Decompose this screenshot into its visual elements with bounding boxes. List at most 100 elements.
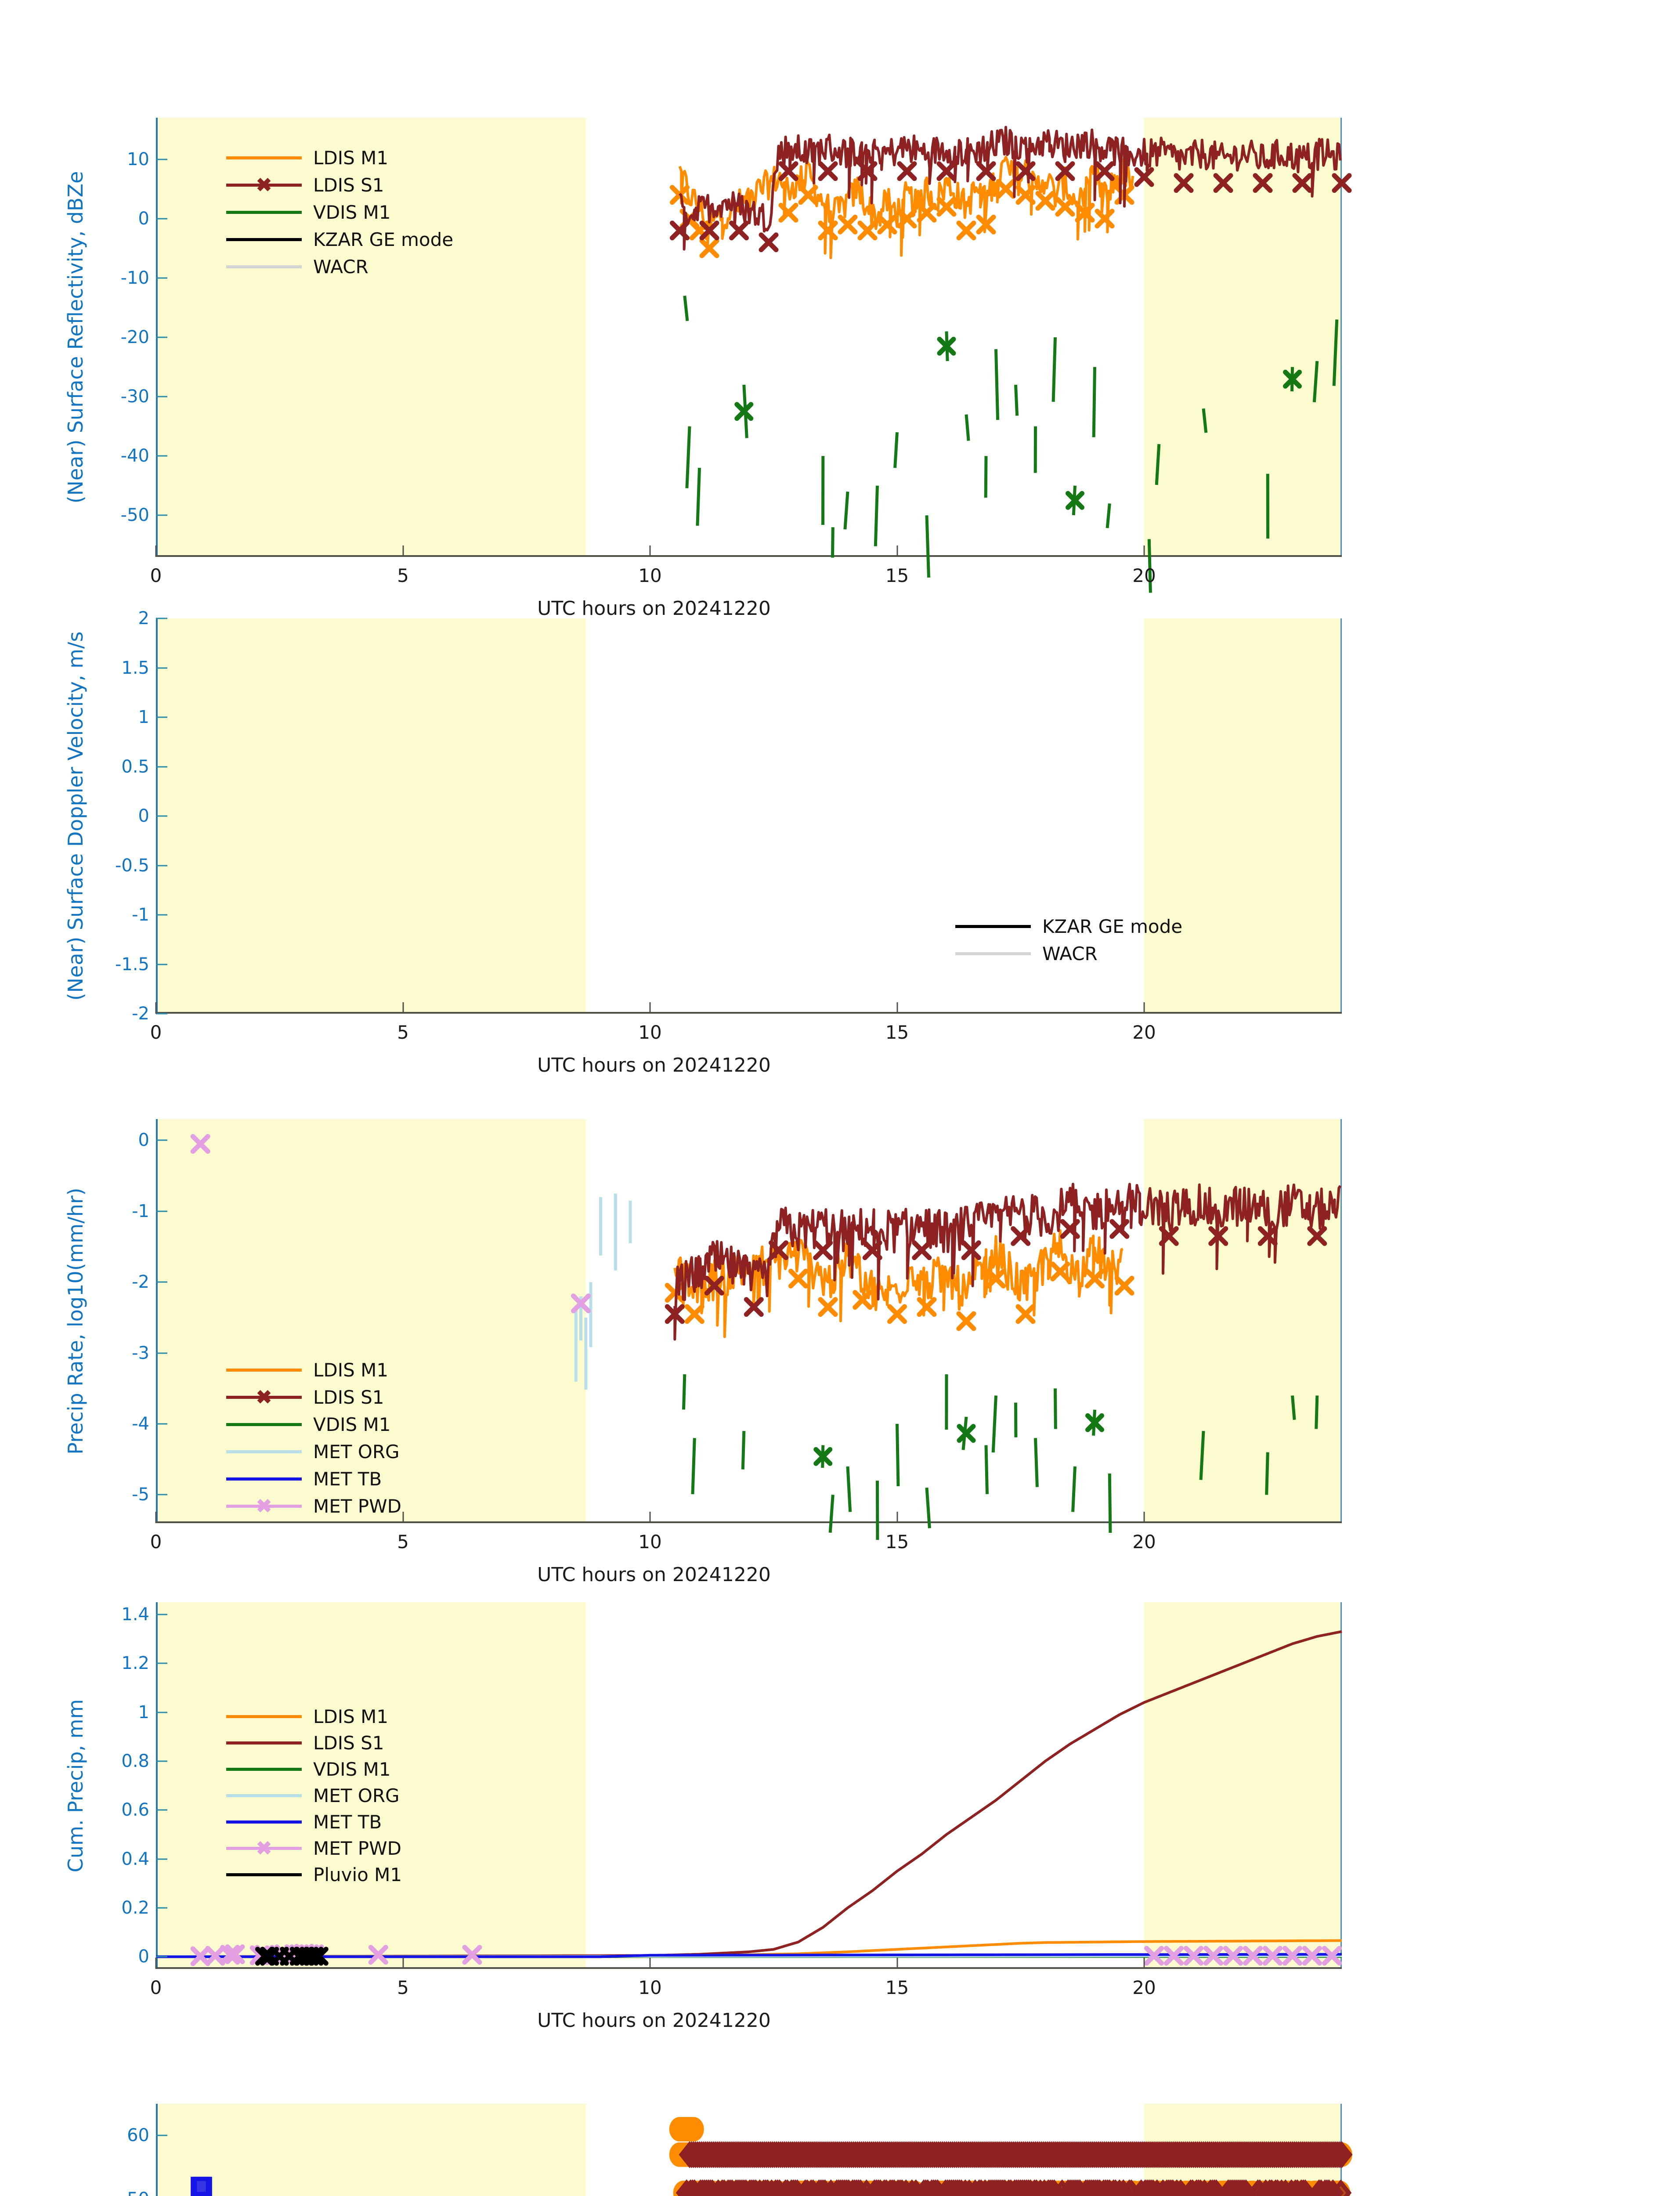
legend-item[interactable]: LDIS M1 — [226, 144, 453, 171]
y-tick-label: -4 — [132, 1414, 149, 1434]
x-tick-label: 20 — [1132, 565, 1156, 586]
y-tick-label: 1.4 — [121, 1604, 149, 1625]
axis-bottom-line — [156, 555, 1342, 557]
legend-item[interactable]: ✖ MET PWD — [226, 1835, 402, 1861]
y-tick-label: -20 — [120, 327, 149, 347]
axis-left-line — [156, 1119, 158, 1523]
x-tick-mark — [402, 1958, 404, 1969]
legend-label: MET TB — [313, 1811, 382, 1833]
x-tick-mark — [155, 545, 157, 557]
y-tick-label: 60 — [127, 2125, 149, 2146]
legend-precip-rate: LDIS M1 ✖ LDIS S1 VDIS M1 MET ORG MET TB ✖ MET … — [226, 1356, 401, 1520]
legend-item[interactable]: MET ORG — [226, 1782, 402, 1809]
y-tick-mark — [156, 336, 167, 338]
axis-left-line — [156, 2104, 158, 2196]
y-axis-label: (Near) Surface Doppler Velocity, m/s — [64, 631, 87, 1001]
y-tick-label: -10 — [120, 267, 149, 288]
y-tick-label: -1 — [132, 905, 149, 925]
legend-item[interactable]: KZAR GE mode — [226, 226, 453, 253]
x-tick-label: 5 — [397, 1977, 409, 1998]
legend-label: LDIS M1 — [313, 1359, 389, 1381]
x-tick-mark — [649, 1002, 651, 1014]
legend-label: MET ORG — [313, 1784, 400, 1806]
legend-line-swatch — [226, 1767, 302, 1771]
x-tick-mark — [649, 545, 651, 557]
legend-item[interactable]: WACR — [226, 253, 453, 280]
y-tick-label: 1.5 — [121, 657, 149, 678]
panel-reflectivity — [155, 118, 1352, 593]
legend-item[interactable]: VDIS M1 — [226, 1411, 401, 1438]
y-tick-mark — [156, 1760, 167, 1762]
y-tick-mark — [156, 1712, 167, 1713]
legend-item[interactable]: VDIS M1 — [226, 199, 453, 226]
legend-line-swatch — [226, 1794, 302, 1797]
x-tick-label: 5 — [397, 565, 409, 586]
y-tick-mark — [156, 514, 167, 516]
legend-item[interactable]: MET TB — [226, 1809, 402, 1835]
legend-item[interactable]: ✖ LDIS S1 — [226, 1383, 401, 1411]
legend-label: VDIS M1 — [313, 1758, 391, 1780]
y-tick-label: -40 — [120, 446, 149, 466]
y-tick-label: 50 — [94, 2189, 149, 2196]
legend-line-swatch — [226, 1741, 302, 1745]
y-tick-label: -2 — [132, 1004, 149, 1024]
y-tick-label: 10 — [127, 149, 149, 170]
legend-cum-precip: LDIS M1 LDIS S1 VDIS M1 MET ORG MET TB ✖ MET P… — [226, 1703, 402, 1888]
x-tick-label: 0 — [150, 565, 162, 586]
y-tick-label: -50 — [120, 505, 149, 526]
legend-label: VDIS M1 — [313, 1413, 391, 1435]
plot-canvas-precip-rate — [190, 1134, 1342, 1540]
legend-line-swatch: ✖ — [226, 1838, 302, 1858]
y-tick-label: -30 — [120, 386, 149, 407]
legend-item[interactable]: LDIS M1 — [226, 1356, 401, 1383]
y-tick-label: -5 — [132, 1484, 149, 1505]
legend-line-swatch — [226, 1368, 302, 1372]
legend-item[interactable]: ✖ MET PWD — [226, 1492, 401, 1520]
legend-item[interactable]: ✖ LDIS S1 — [226, 171, 453, 199]
x-tick-mark — [155, 1512, 157, 1523]
plot-canvas-cum-precip — [155, 1630, 1342, 1966]
y-tick-mark — [156, 1858, 167, 1860]
y-tick-label: 1.2 — [121, 1653, 149, 1674]
x-tick-label: 15 — [885, 1531, 909, 1553]
x-tick-mark — [155, 1002, 157, 1014]
x-marker-icon: ✖ — [255, 1836, 273, 1860]
legend-label: WACR — [313, 256, 369, 278]
legend-line-swatch: ✖ — [226, 1387, 302, 1407]
legend-label: MET PWD — [313, 1495, 401, 1517]
y-tick-mark — [156, 1662, 167, 1664]
y-tick-mark — [156, 218, 167, 220]
axis-bottom-line — [156, 1967, 1342, 1969]
shaded-region-1 — [156, 118, 586, 557]
y-tick-mark — [156, 1614, 167, 1615]
y-tick-mark — [156, 159, 167, 160]
y-tick-mark — [156, 1956, 167, 1958]
legend-item[interactable]: VDIS M1 — [226, 1756, 402, 1782]
axis-bottom-line — [156, 1521, 1342, 1523]
legend-item[interactable]: KZAR GE mode — [955, 913, 1182, 940]
y-tick-label: -1 — [132, 1201, 149, 1221]
y-tick-mark — [156, 277, 167, 279]
y-tick-mark — [156, 2135, 167, 2136]
y-tick-mark — [156, 618, 167, 619]
legend-line-swatch — [226, 1820, 302, 1824]
legend-doppler-velocity: KZAR GE mode WACR — [955, 913, 1182, 967]
y-tick-label: 0 — [138, 1947, 149, 1967]
legend-item[interactable]: Pluvio M1 — [226, 1861, 402, 1888]
axis-bottom-line — [156, 1012, 1342, 1014]
legend-item[interactable]: MET ORG — [226, 1438, 401, 1465]
x-tick-mark — [1143, 1512, 1145, 1523]
x-axis-label: UTC hours on 20241220 — [537, 2009, 771, 2032]
y-tick-label: 0.8 — [121, 1751, 149, 1771]
legend-line-swatch — [226, 238, 302, 241]
legend-item[interactable]: MET TB — [226, 1465, 401, 1492]
y-tick-label: 0.6 — [121, 1800, 149, 1820]
legend-line-swatch — [226, 1715, 302, 1718]
legend-label: Pluvio M1 — [313, 1864, 402, 1885]
legend-item[interactable]: WACR — [955, 940, 1182, 967]
x-tick-label: 10 — [638, 1531, 662, 1553]
legend-line-swatch — [226, 1450, 302, 1453]
axis-left-line — [156, 1602, 158, 1969]
legend-item[interactable]: LDIS S1 — [226, 1730, 402, 1756]
legend-item[interactable]: LDIS M1 — [226, 1703, 402, 1730]
